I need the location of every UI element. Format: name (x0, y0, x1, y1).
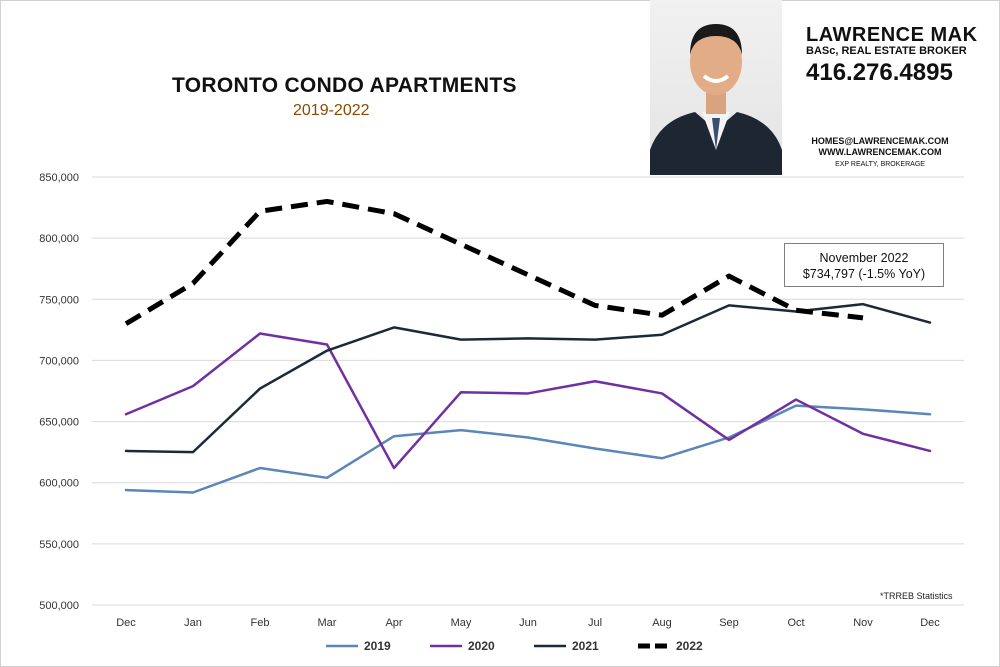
agent-email: HOMES@LAWRENCEMAK.COM (811, 136, 949, 146)
x-tick-label: Dec (920, 617, 940, 629)
y-tick-label: 600,000 (39, 478, 79, 490)
legend-label-2022: 2022 (676, 639, 703, 653)
legend: 2019 2020 2021 2022 (326, 639, 703, 653)
y-tick-label: 500,000 (39, 600, 79, 612)
x-tick-label: Oct (787, 617, 804, 629)
x-tick-label: Jun (519, 617, 537, 629)
y-tick-label: 700,000 (39, 355, 79, 367)
y-tick-label: 550,000 (39, 539, 79, 551)
x-tick-label: Apr (385, 617, 402, 629)
chart-title: TORONTO CONDO APARTMENTS (172, 74, 517, 97)
agent-name: LAWRENCE MAK (806, 24, 978, 46)
agent-portrait-icon (650, 24, 782, 175)
y-tick-label: 800,000 (39, 233, 79, 245)
legend-label-2020: 2020 (468, 639, 495, 653)
y-tick-label: 850,000 (39, 172, 79, 184)
y-tick-label: 750,000 (39, 294, 79, 306)
legend-label-2021: 2021 (572, 639, 599, 653)
legend-label-2019: 2019 (364, 639, 391, 653)
x-tick-label: Aug (652, 617, 672, 629)
agent-title: BASc, REAL ESTATE BROKER (806, 45, 967, 57)
grid-lines (92, 176, 964, 606)
annotation-box: November 2022 $734,797 (-1.5% YoY) (784, 243, 944, 287)
x-tick-label: Jan (184, 617, 202, 629)
x-axis: Dec Jan Feb Mar Apr May Jun Jul Aug Sep Oct Nov Dec (116, 617, 940, 629)
agent-website: WWW.LAWRENCEMAK.COM (818, 147, 942, 157)
agent-brokerage: EXP REALTY, BROKERAGE (835, 161, 925, 168)
y-axis: 500,000 550,000 600,000 650,000 700,000 750,0… (39, 172, 79, 612)
agent-photo (650, 0, 782, 175)
series-line-2019 (124, 404, 932, 494)
series-line-2022 (124, 198, 864, 326)
agent-phone: 416.276.4895 (806, 59, 953, 86)
chart-subtitle: 2019-2022 (293, 102, 370, 119)
annotation-line-2: $734,797 (-1.5% YoY) (802, 267, 926, 281)
annotation-line-1: November 2022 (819, 251, 909, 265)
source-note: *TRREB Statistics (880, 591, 953, 601)
x-tick-label: Sep (719, 617, 739, 629)
x-tick-label: Nov (853, 617, 873, 629)
series-line-2021 (124, 302, 932, 454)
x-tick-label: May (451, 617, 472, 629)
y-tick-label: 650,000 (39, 417, 79, 429)
series-line-2020 (124, 332, 932, 470)
x-tick-label: Feb (251, 617, 270, 629)
series-lines (124, 198, 932, 494)
x-tick-label: Mar (318, 617, 337, 629)
x-tick-label: Jul (588, 617, 602, 629)
x-tick-label: Dec (116, 617, 136, 629)
